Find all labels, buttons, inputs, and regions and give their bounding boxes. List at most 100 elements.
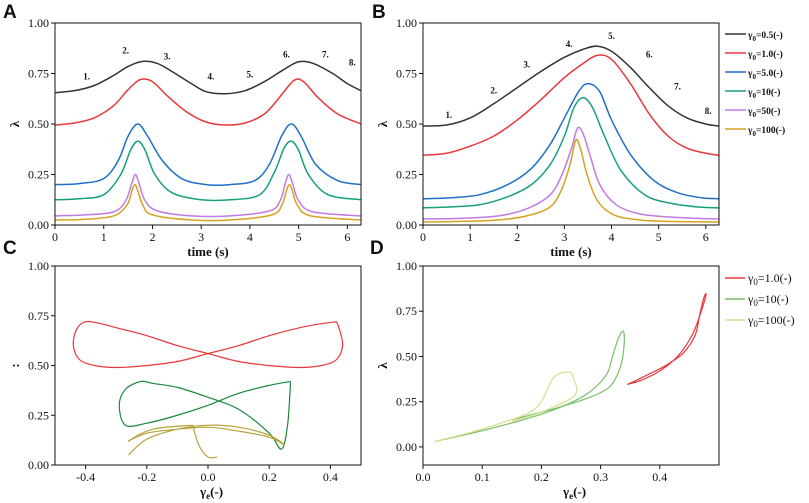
phase-annotation-a-3: 4. bbox=[208, 72, 215, 82]
series-line-c-3 bbox=[192, 425, 218, 459]
y-tick-label-c-4: 1.00 bbox=[28, 259, 49, 273]
phase-annotation-b-3: 4. bbox=[566, 39, 573, 49]
x-axis-title-b: time (s) bbox=[550, 244, 592, 259]
legend-label-b-5: γ0=100(-) bbox=[747, 125, 785, 138]
y-tick-label-d-2: 0.50 bbox=[396, 349, 417, 363]
y-tick-label-a-4: 1.00 bbox=[28, 16, 49, 30]
legend-label-d-1: γ0=10(-) bbox=[747, 292, 789, 308]
y-tick-label-d-0: 0.00 bbox=[396, 440, 417, 454]
series-line-c-0 bbox=[72, 320, 344, 369]
x-tick-label-b-6: 6 bbox=[703, 230, 709, 244]
series-line-a-1 bbox=[54, 78, 362, 126]
x-tick-label-d-4: 0.4 bbox=[652, 470, 667, 484]
panel-label-b: B bbox=[372, 2, 386, 23]
phase-annotation-a-1: 2. bbox=[122, 45, 129, 55]
legend-label-d-0: γ0=1.0(-) bbox=[747, 271, 792, 287]
panel-b: 0 1 2 3 4 5 6 0.00 0.25 0.50 0.75 1.00 time (s) λ 1. 2.… bbox=[375, 16, 785, 259]
panel-a: 0 1 2 3 4 5 6 0.00 0.25 0.50 0.75 1.00 time (s) λ 1. 2.… bbox=[7, 16, 362, 259]
y-tick-label-d-1: 0.25 bbox=[396, 395, 417, 409]
phase-annotation-b-2: 3. bbox=[523, 59, 530, 69]
y-tick-label-d-4: 1.00 bbox=[396, 259, 417, 273]
phase-annotation-b-0: 1. bbox=[446, 110, 453, 120]
panel-label-c: C bbox=[3, 238, 17, 259]
series-line-d-1 bbox=[434, 330, 625, 443]
x-tick-label-b-4: 4 bbox=[609, 230, 615, 244]
series-line-b-3 bbox=[422, 96, 720, 209]
series-line-b-1 bbox=[422, 54, 720, 157]
x-tick-label-d-3: 0.3 bbox=[593, 470, 608, 484]
x-tick-label-a-1: 1 bbox=[101, 230, 107, 244]
legend-label-b-0: γ0=0.5(-) bbox=[747, 30, 783, 43]
phase-annotation-a-7: 8. bbox=[349, 57, 356, 67]
series-line-c-2 bbox=[127, 424, 286, 456]
x-axis-title-d: γe(-) bbox=[562, 484, 586, 501]
series-line-d-2 bbox=[434, 371, 578, 443]
legend-label-b-4: γ0=50(-) bbox=[747, 106, 780, 119]
x-tick-label-c-4: 0.4 bbox=[323, 470, 338, 484]
legend-label-b-2: γ0=5.0(-) bbox=[747, 68, 783, 81]
y-tick-label-c-1: 0.25 bbox=[28, 408, 49, 422]
phase-annotation-b-7: 8. bbox=[705, 106, 712, 116]
phase-annotation-b-4: 5. bbox=[608, 31, 615, 41]
phase-annotation-b-5: 6. bbox=[646, 49, 653, 59]
y-tick-label-b-4: 1.00 bbox=[396, 16, 417, 30]
y-tick-label-c-2: 0.50 bbox=[28, 359, 49, 373]
plot-frame-d bbox=[422, 265, 720, 466]
y-tick-label-a-3: 0.75 bbox=[28, 67, 49, 81]
panel-c: -0.4 -0.2 0.0 0.2 0.4 0.00 0.25 0.50 0.75 1.00 γe(… bbox=[7, 259, 362, 501]
y-tick-label-b-0: 0.00 bbox=[396, 218, 417, 232]
panel-d: 0.0 0.1 0.2 0.3 0.4 0.00 0.25 0.50 0.75 1.00 γe(-)… bbox=[375, 259, 795, 501]
series-line-b-5 bbox=[422, 138, 720, 223]
series-line-b-2 bbox=[422, 82, 720, 200]
y-tick-label-b-3: 0.75 bbox=[396, 67, 417, 81]
phase-annotation-b-6: 7. bbox=[674, 82, 681, 92]
y-tick-label-a-0: 0.00 bbox=[28, 218, 49, 232]
y-axis-title-b: λ bbox=[375, 120, 390, 127]
x-tick-label-b-1: 1 bbox=[467, 230, 473, 244]
x-tick-label-b-2: 2 bbox=[514, 230, 520, 244]
phase-annotation-a-6: 7. bbox=[322, 49, 329, 59]
x-tick-label-c-0: -0.4 bbox=[76, 470, 95, 484]
y-tick-label-b-1: 0.25 bbox=[396, 168, 417, 182]
x-tick-label-a-2: 2 bbox=[149, 230, 155, 244]
y-tick-label-c-3: 0.75 bbox=[28, 309, 49, 323]
series-line-a-0 bbox=[54, 60, 362, 95]
x-tick-label-a-6: 6 bbox=[344, 230, 350, 244]
x-tick-label-d-0: 0.0 bbox=[416, 470, 431, 484]
x-axis-title-c: γe(-) bbox=[199, 484, 223, 501]
panel-labels: A B C D bbox=[3, 2, 386, 259]
legend-label-b-3: γ0=10(-) bbox=[747, 87, 780, 100]
panel-label-d: D bbox=[370, 238, 384, 259]
y-axis-title-d: λ bbox=[375, 362, 390, 369]
x-axis-title-a: time (s) bbox=[187, 244, 229, 259]
x-tick-label-a-5: 5 bbox=[296, 230, 302, 244]
phase-annotation-a-5: 6. bbox=[283, 49, 290, 59]
panel-label-a: A bbox=[3, 2, 17, 23]
x-tick-label-c-1: -0.2 bbox=[137, 470, 156, 484]
legend-label-d-2: γ0=100(-) bbox=[747, 313, 795, 329]
phase-annotation-a-0: 1. bbox=[83, 72, 90, 82]
series-line-d-0 bbox=[626, 293, 707, 386]
x-tick-label-c-3: 0.2 bbox=[262, 470, 277, 484]
y-tick-label-b-2: 0.50 bbox=[396, 117, 417, 131]
plot-frame-c bbox=[54, 265, 362, 466]
y-axis-title-c: : bbox=[7, 363, 22, 367]
y-tick-label-a-1: 0.25 bbox=[28, 168, 49, 182]
x-tick-label-b-3: 3 bbox=[561, 230, 567, 244]
x-tick-label-c-2: 0.0 bbox=[201, 470, 216, 484]
x-tick-label-a-0: 0 bbox=[52, 230, 58, 244]
y-axis-title-a: λ bbox=[7, 120, 22, 127]
series-line-a-5 bbox=[54, 183, 362, 222]
series-line-a-4 bbox=[54, 173, 362, 218]
y-tick-label-d-3: 0.75 bbox=[396, 304, 417, 318]
x-tick-label-a-3: 3 bbox=[198, 230, 204, 244]
phase-annotation-b-1: 2. bbox=[490, 86, 497, 96]
series-line-a-3 bbox=[54, 140, 362, 202]
x-tick-label-d-1: 0.1 bbox=[475, 470, 490, 484]
y-tick-label-c-0: 0.00 bbox=[28, 458, 49, 472]
x-tick-label-b-0: 0 bbox=[420, 230, 426, 244]
series-line-a-2 bbox=[54, 123, 362, 186]
phase-annotation-a-2: 3. bbox=[164, 51, 171, 61]
phase-annotation-a-4: 5. bbox=[247, 70, 254, 80]
